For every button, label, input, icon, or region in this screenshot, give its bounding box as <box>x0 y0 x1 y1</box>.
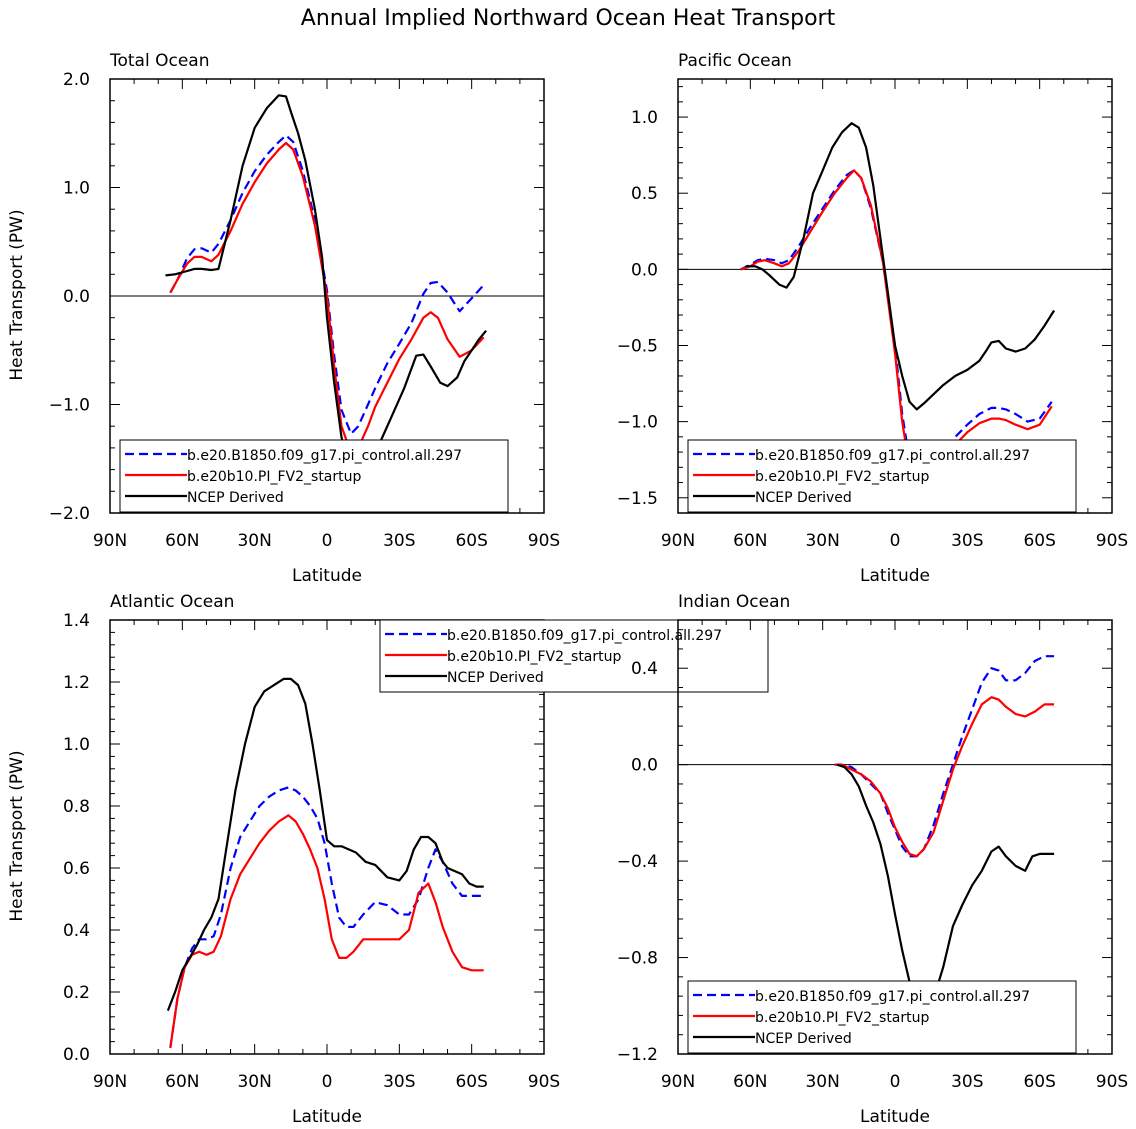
y-tick-label: 1.0 <box>63 179 90 199</box>
x-tick-label: 90N <box>661 1072 695 1092</box>
series-line-1 <box>834 655 1055 858</box>
x-tick-label: 30N <box>805 1072 839 1092</box>
series-line-1 <box>169 134 485 435</box>
y-axis-label: Heat Transport (PW) <box>7 209 27 380</box>
y-tick-label: 0.0 <box>631 756 658 776</box>
x-tick-label: 0 <box>322 1072 333 1092</box>
series-line-2 <box>169 814 484 1048</box>
series-line-2 <box>740 169 1053 480</box>
x-tick-label: 60N <box>733 531 767 551</box>
x-tick-label: 60S <box>455 1072 487 1092</box>
y-tick-label: −0.4 <box>617 852 658 872</box>
x-tick-label: 0 <box>322 531 333 551</box>
x-tick-label: 0 <box>890 1072 901 1092</box>
panel-title: Pacific Ocean <box>678 51 792 71</box>
y-tick-label: −1.0 <box>49 396 90 416</box>
x-tick-label: 30N <box>237 1072 271 1092</box>
y-tick-label: 0.6 <box>63 859 90 879</box>
legend: b.e20.B1850.f09_g17.pi_control.all.297 b.… <box>379 619 769 693</box>
figure-title: Annual Implied Northward Ocean Heat Tran… <box>301 6 836 31</box>
y-tick-label: 1.2 <box>63 673 90 693</box>
series-line-2 <box>834 696 1055 858</box>
legend-label: b.e20.B1850.f09_g17.pi_control.all.297 <box>755 989 1030 1005</box>
y-tick-label: 1.4 <box>63 611 90 631</box>
x-tick-label: 30N <box>237 531 271 551</box>
y-tick-label: 0.0 <box>63 1045 90 1065</box>
legend: b.e20.B1850.f09_g17.pi_control.all.297 b.… <box>687 439 1077 513</box>
legend-label: NCEP Derived <box>755 490 852 506</box>
x-tick-label: 60S <box>455 531 487 551</box>
legend-label: NCEP Derived <box>447 670 544 686</box>
legend-label: b.e20.B1850.f09_g17.pi_control.all.297 <box>187 448 462 464</box>
x-tick-label: 60N <box>165 531 199 551</box>
y-tick-label: 0.5 <box>631 184 658 204</box>
y-tick-label: −1.5 <box>617 489 658 509</box>
series-line-3 <box>745 122 1056 411</box>
panel-atlantic-ocean: Atlantic Ocean Latitude Heat Transport (… <box>7 592 769 1127</box>
legend: b.e20.B1850.f09_g17.pi_control.all.297 b.… <box>119 439 509 513</box>
series-line-3 <box>166 677 484 1011</box>
x-tick-label: 90S <box>1096 531 1128 551</box>
x-tick-label: 60N <box>165 1072 199 1092</box>
series-line-3 <box>165 94 487 479</box>
x-tick-label: 90N <box>93 531 127 551</box>
panel-title: Total Ocean <box>109 51 210 71</box>
x-tick-label: 30S <box>951 531 983 551</box>
series-line-1 <box>169 786 484 1048</box>
x-axis-label: Latitude <box>860 1107 930 1127</box>
series-line-2 <box>169 141 485 455</box>
x-tick-label: 90S <box>528 531 560 551</box>
y-tick-label: −0.5 <box>617 336 658 356</box>
y-tick-label: −1.2 <box>617 1045 658 1065</box>
legend-label: NCEP Derived <box>187 490 284 506</box>
panel-total-ocean: Total Ocean Latitude Heat Transport (PW)… <box>7 51 560 586</box>
y-tick-label: 1.0 <box>631 108 658 128</box>
x-tick-label: 30S <box>383 531 415 551</box>
legend-label: b.e20.B1850.f09_g17.pi_control.all.297 <box>755 448 1030 464</box>
panel-pacific-ocean: Pacific Ocean Latitude 90N 60N 30N 0 30S 60S 9… <box>617 51 1129 586</box>
y-tick-label: 0.4 <box>63 921 90 941</box>
series-line-1 <box>740 169 1053 476</box>
x-tick-label: 30S <box>383 1072 415 1092</box>
legend-label: b.e20.B1850.f09_g17.pi_control.all.297 <box>447 628 722 644</box>
x-tick-label: 60S <box>1023 531 1055 551</box>
y-tick-label: −2.0 <box>49 504 90 524</box>
x-tick-label: 90S <box>1096 1072 1128 1092</box>
y-tick-label: 2.0 <box>63 70 90 90</box>
y-tick-label: 0.2 <box>63 983 90 1003</box>
x-tick-label: 30S <box>951 1072 983 1092</box>
x-tick-label: 60S <box>1023 1072 1055 1092</box>
y-tick-label: 1.0 <box>63 735 90 755</box>
legend: b.e20.B1850.f09_g17.pi_control.all.297 b.… <box>687 980 1077 1054</box>
y-tick-label: −0.8 <box>617 949 658 969</box>
x-tick-label: 90S <box>528 1072 560 1092</box>
x-tick-label: 0 <box>890 531 901 551</box>
y-tick-label: 0.8 <box>63 797 90 817</box>
legend-label: NCEP Derived <box>755 1031 852 1047</box>
legend-label: b.e20b10.PI_FV2_startup <box>447 649 622 665</box>
panel-indian-ocean: Indian Ocean Latitude 90N 60N 30N 0 30S 60S 90… <box>617 592 1129 1127</box>
x-tick-label: 60N <box>733 1072 767 1092</box>
y-axis-label: Heat Transport (PW) <box>7 750 27 921</box>
x-axis-label: Latitude <box>860 566 930 586</box>
y-tick-label: 0.0 <box>63 287 90 307</box>
y-tick-label: 0.0 <box>631 260 658 280</box>
legend-label: b.e20b10.PI_FV2_startup <box>755 1010 930 1026</box>
y-tick-label: 0.4 <box>631 659 658 679</box>
panel-title: Indian Ocean <box>678 592 790 612</box>
y-tick-label: −1.0 <box>617 413 658 433</box>
x-tick-label: 90N <box>93 1072 127 1092</box>
legend-label: b.e20b10.PI_FV2_startup <box>755 469 930 485</box>
x-axis-label: Latitude <box>292 1107 362 1127</box>
x-tick-label: 90N <box>661 531 695 551</box>
x-axis-label: Latitude <box>292 566 362 586</box>
series-line-3 <box>836 763 1055 1017</box>
x-tick-label: 30N <box>805 531 839 551</box>
panel-title: Atlantic Ocean <box>110 592 234 612</box>
legend-label: b.e20b10.PI_FV2_startup <box>187 469 362 485</box>
